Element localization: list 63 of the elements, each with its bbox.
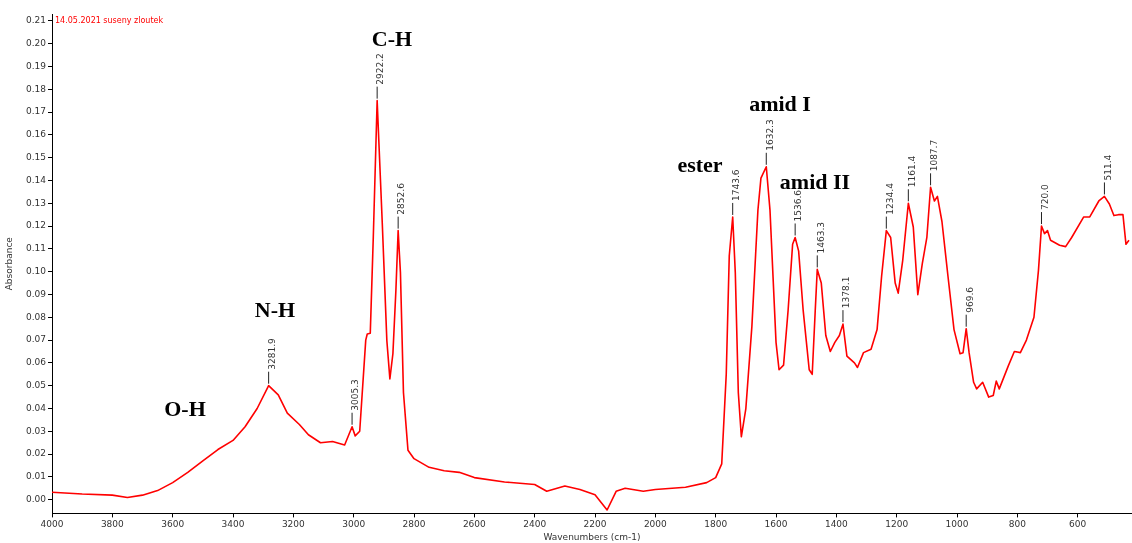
annotation: 969.6 xyxy=(964,286,975,313)
y-tick-label: 0.12 xyxy=(25,220,46,231)
y-tick-label: 0.04 xyxy=(25,402,47,413)
x-tick-label: 3800 xyxy=(100,519,125,530)
annotation: 1234.4 xyxy=(884,182,895,215)
y-tick-label: 0.06 xyxy=(25,357,47,368)
x-tick-label: 1600 xyxy=(764,519,788,530)
annotation: 1536.6 xyxy=(793,189,804,222)
x-tick-label: 3600 xyxy=(161,519,185,530)
annotation: 1632.3 xyxy=(764,119,775,151)
annotation: O-H xyxy=(164,395,206,421)
y-tick-label: 0.16 xyxy=(25,129,47,140)
x-tick-label: 2000 xyxy=(643,519,668,530)
y-tick-label: 0.02 xyxy=(25,448,46,459)
x-tick-label: 800 xyxy=(1008,519,1027,530)
y-tick-label: 0.18 xyxy=(25,83,47,94)
x-tick-label: 1400 xyxy=(824,519,849,530)
y-tick-label: 0.01 xyxy=(25,471,46,482)
y-tick-label: 0.10 xyxy=(25,266,47,277)
x-tick-label: 3400 xyxy=(221,519,245,530)
annotation: 2922.2 xyxy=(375,53,386,85)
x-tick-label: 1200 xyxy=(885,519,909,530)
y-tick-label: 0.14 xyxy=(25,174,47,185)
annotation: 2852.6 xyxy=(396,182,407,215)
annotation: 1463.3 xyxy=(815,221,826,254)
y-tick-label: 0.13 xyxy=(25,197,46,208)
annotation: 720.0 xyxy=(1039,184,1050,211)
y-tick-label: 0.08 xyxy=(25,311,47,322)
chart-title: 14.05.2021 suseny zloutek xyxy=(55,15,164,25)
y-tick-label: 0.11 xyxy=(25,243,46,254)
x-tick-label: 1800 xyxy=(704,519,728,530)
y-tick-label: 0.19 xyxy=(25,60,47,71)
y-tick-label: 0.00 xyxy=(25,494,47,505)
y-tick-label: 0.07 xyxy=(25,334,46,345)
y-tick-label: 0.09 xyxy=(25,288,47,299)
x-tick-label: 2200 xyxy=(583,519,607,530)
y-tick-label: 0.15 xyxy=(25,152,46,163)
annotation: C-H xyxy=(371,25,413,51)
x-tick-label: 2600 xyxy=(462,519,487,530)
y-tick-label: 0.03 xyxy=(25,425,46,436)
y-axis-title: Absorbance xyxy=(3,236,14,291)
annotation: 1378.1 xyxy=(841,276,852,309)
y-tick-label: 0.20 xyxy=(25,37,47,48)
annotation: 1743.6 xyxy=(731,169,742,201)
x-tick-label: 3000 xyxy=(342,519,366,530)
annotation: 3005.3 xyxy=(350,379,361,411)
y-tick-label: 0.05 xyxy=(25,380,46,391)
annotation: 1161.4 xyxy=(906,155,917,188)
annotation: amid I xyxy=(749,90,811,116)
x-axis-title: Wavenumbers (cm-1) xyxy=(543,531,641,542)
annotation: 511.4 xyxy=(1102,154,1113,181)
y-tick-label: 0.17 xyxy=(25,106,46,117)
x-tick-label: 600 xyxy=(1069,519,1087,530)
annotation: 3281.9 xyxy=(266,337,277,370)
x-tick-label: 2400 xyxy=(523,519,547,530)
annotation: 1087.7 xyxy=(928,139,939,172)
y-tick-label: 0.21 xyxy=(25,15,46,26)
x-tick-label: 2800 xyxy=(402,519,426,530)
x-tick-label: 3200 xyxy=(281,519,306,530)
x-tick-label: 1000 xyxy=(945,519,969,530)
annotation: N-H xyxy=(254,296,296,322)
annotation: ester xyxy=(677,151,723,177)
x-tick-label: 4000 xyxy=(40,519,64,530)
